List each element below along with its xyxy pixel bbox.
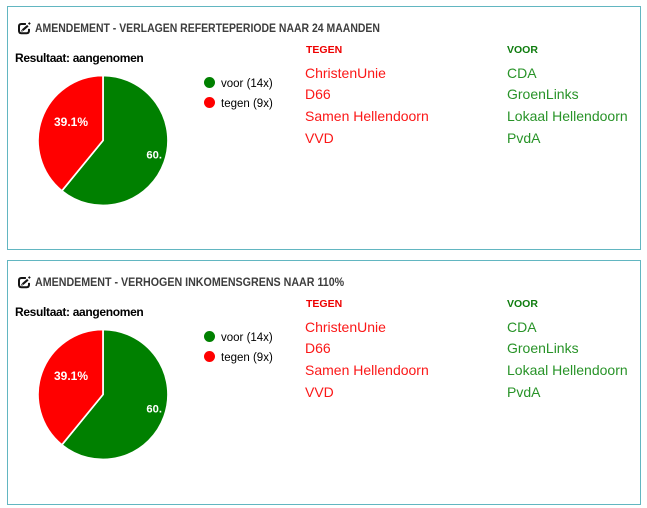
svg-text:60.: 60. — [146, 150, 162, 162]
svg-text:60.: 60. — [146, 404, 162, 416]
svg-text:39.1%: 39.1% — [54, 115, 88, 129]
svg-text:39.1%: 39.1% — [54, 369, 88, 383]
